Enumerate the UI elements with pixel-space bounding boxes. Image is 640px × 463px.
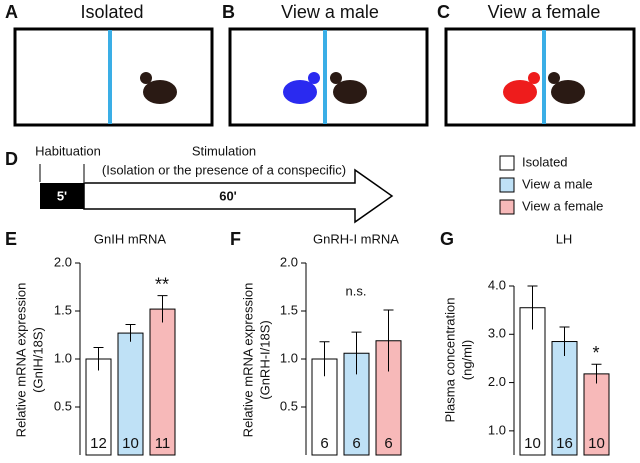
bar [519, 307, 546, 456]
timeline-time: 5' [57, 188, 67, 203]
birds [140, 72, 585, 104]
panel-letter: G [440, 229, 454, 249]
y-tick-label: 2.0 [488, 374, 506, 389]
y-axis-label: Relative mRNA expression [13, 283, 28, 438]
legend-label: View a female [522, 198, 603, 213]
bar [149, 308, 176, 456]
panel-title: Isolated [80, 2, 143, 22]
chart-title: LH [556, 231, 573, 246]
top-panels [13, 27, 636, 127]
sample-size: 10 [524, 435, 541, 452]
y-tick-label: 4.0 [488, 277, 506, 292]
sample-size: 6 [384, 435, 392, 452]
timeline-note: (Isolation or the presence of a conspeci… [102, 162, 346, 177]
y-tick-label: 0.5 [280, 398, 298, 413]
error-bar [93, 346, 104, 371]
annotation: ** [155, 274, 169, 294]
y-tick-label: 1.0 [54, 350, 72, 365]
y-axis-label: Plasma concentration [442, 297, 457, 422]
annotation: * [592, 343, 599, 363]
y-axis-label: (GnRH-I/18S) [257, 320, 272, 399]
legend-swatch [499, 199, 515, 215]
y-axis-label: (ng/ml) [459, 340, 474, 380]
error-bar [591, 363, 602, 384]
y-tick-label: 2.0 [54, 254, 72, 269]
error-bar [559, 326, 570, 357]
panel-letter: C [437, 2, 450, 22]
chart-title: GnRH-I mRNA [313, 231, 399, 246]
error-bar [383, 309, 394, 372]
sample-size: 6 [320, 435, 328, 452]
sample-size: 12 [90, 435, 107, 452]
bar [85, 358, 112, 456]
timeline-label: Habituation [35, 143, 101, 158]
sample-size: 16 [556, 435, 573, 452]
y-tick-label: 1.5 [54, 302, 72, 317]
bar [551, 341, 578, 456]
y-tick-label: 3.0 [488, 326, 506, 341]
bar [117, 332, 144, 456]
panel-title: View a male [281, 2, 379, 22]
error-bar [527, 285, 538, 330]
error-bar [319, 341, 330, 377]
timeline-label: Stimulation [192, 143, 256, 158]
sample-size: 10 [588, 435, 605, 452]
panel-letter: E [5, 229, 17, 249]
dividers [108, 30, 546, 124]
y-tick-label: 1.0 [488, 422, 506, 437]
legend-swatch [499, 155, 515, 171]
panel-letter: B [222, 2, 235, 22]
panel-title: View a female [488, 2, 601, 22]
sample-size: 6 [352, 435, 360, 452]
y-tick-label: 2.0 [280, 254, 298, 269]
legend-label: View a male [522, 176, 593, 191]
panel-letter: A [5, 2, 18, 22]
annotation: n.s. [346, 284, 367, 299]
habituation-box [40, 183, 84, 209]
panel-letter: F [230, 229, 241, 249]
error-bar [351, 331, 362, 375]
sample-size: 10 [122, 435, 139, 452]
panel-letter: D [5, 149, 18, 169]
legend-swatch [499, 177, 515, 193]
y-tick-label: 1.0 [280, 350, 298, 365]
y-tick-label: 1.5 [280, 302, 298, 317]
timeline-arrow [83, 168, 394, 224]
y-axis-label: Relative mRNA expression [240, 283, 255, 438]
timeline-time: 60' [219, 188, 237, 203]
legend-label: Isolated [522, 154, 568, 169]
error-bar [125, 323, 136, 342]
sample-size: 11 [155, 435, 171, 452]
bar [583, 373, 610, 456]
y-axis-label: (GnIH/18S) [30, 327, 45, 393]
error-bar [157, 295, 168, 323]
y-tick-label: 0.5 [54, 398, 72, 413]
chart-title: GnIH mRNA [94, 231, 167, 246]
